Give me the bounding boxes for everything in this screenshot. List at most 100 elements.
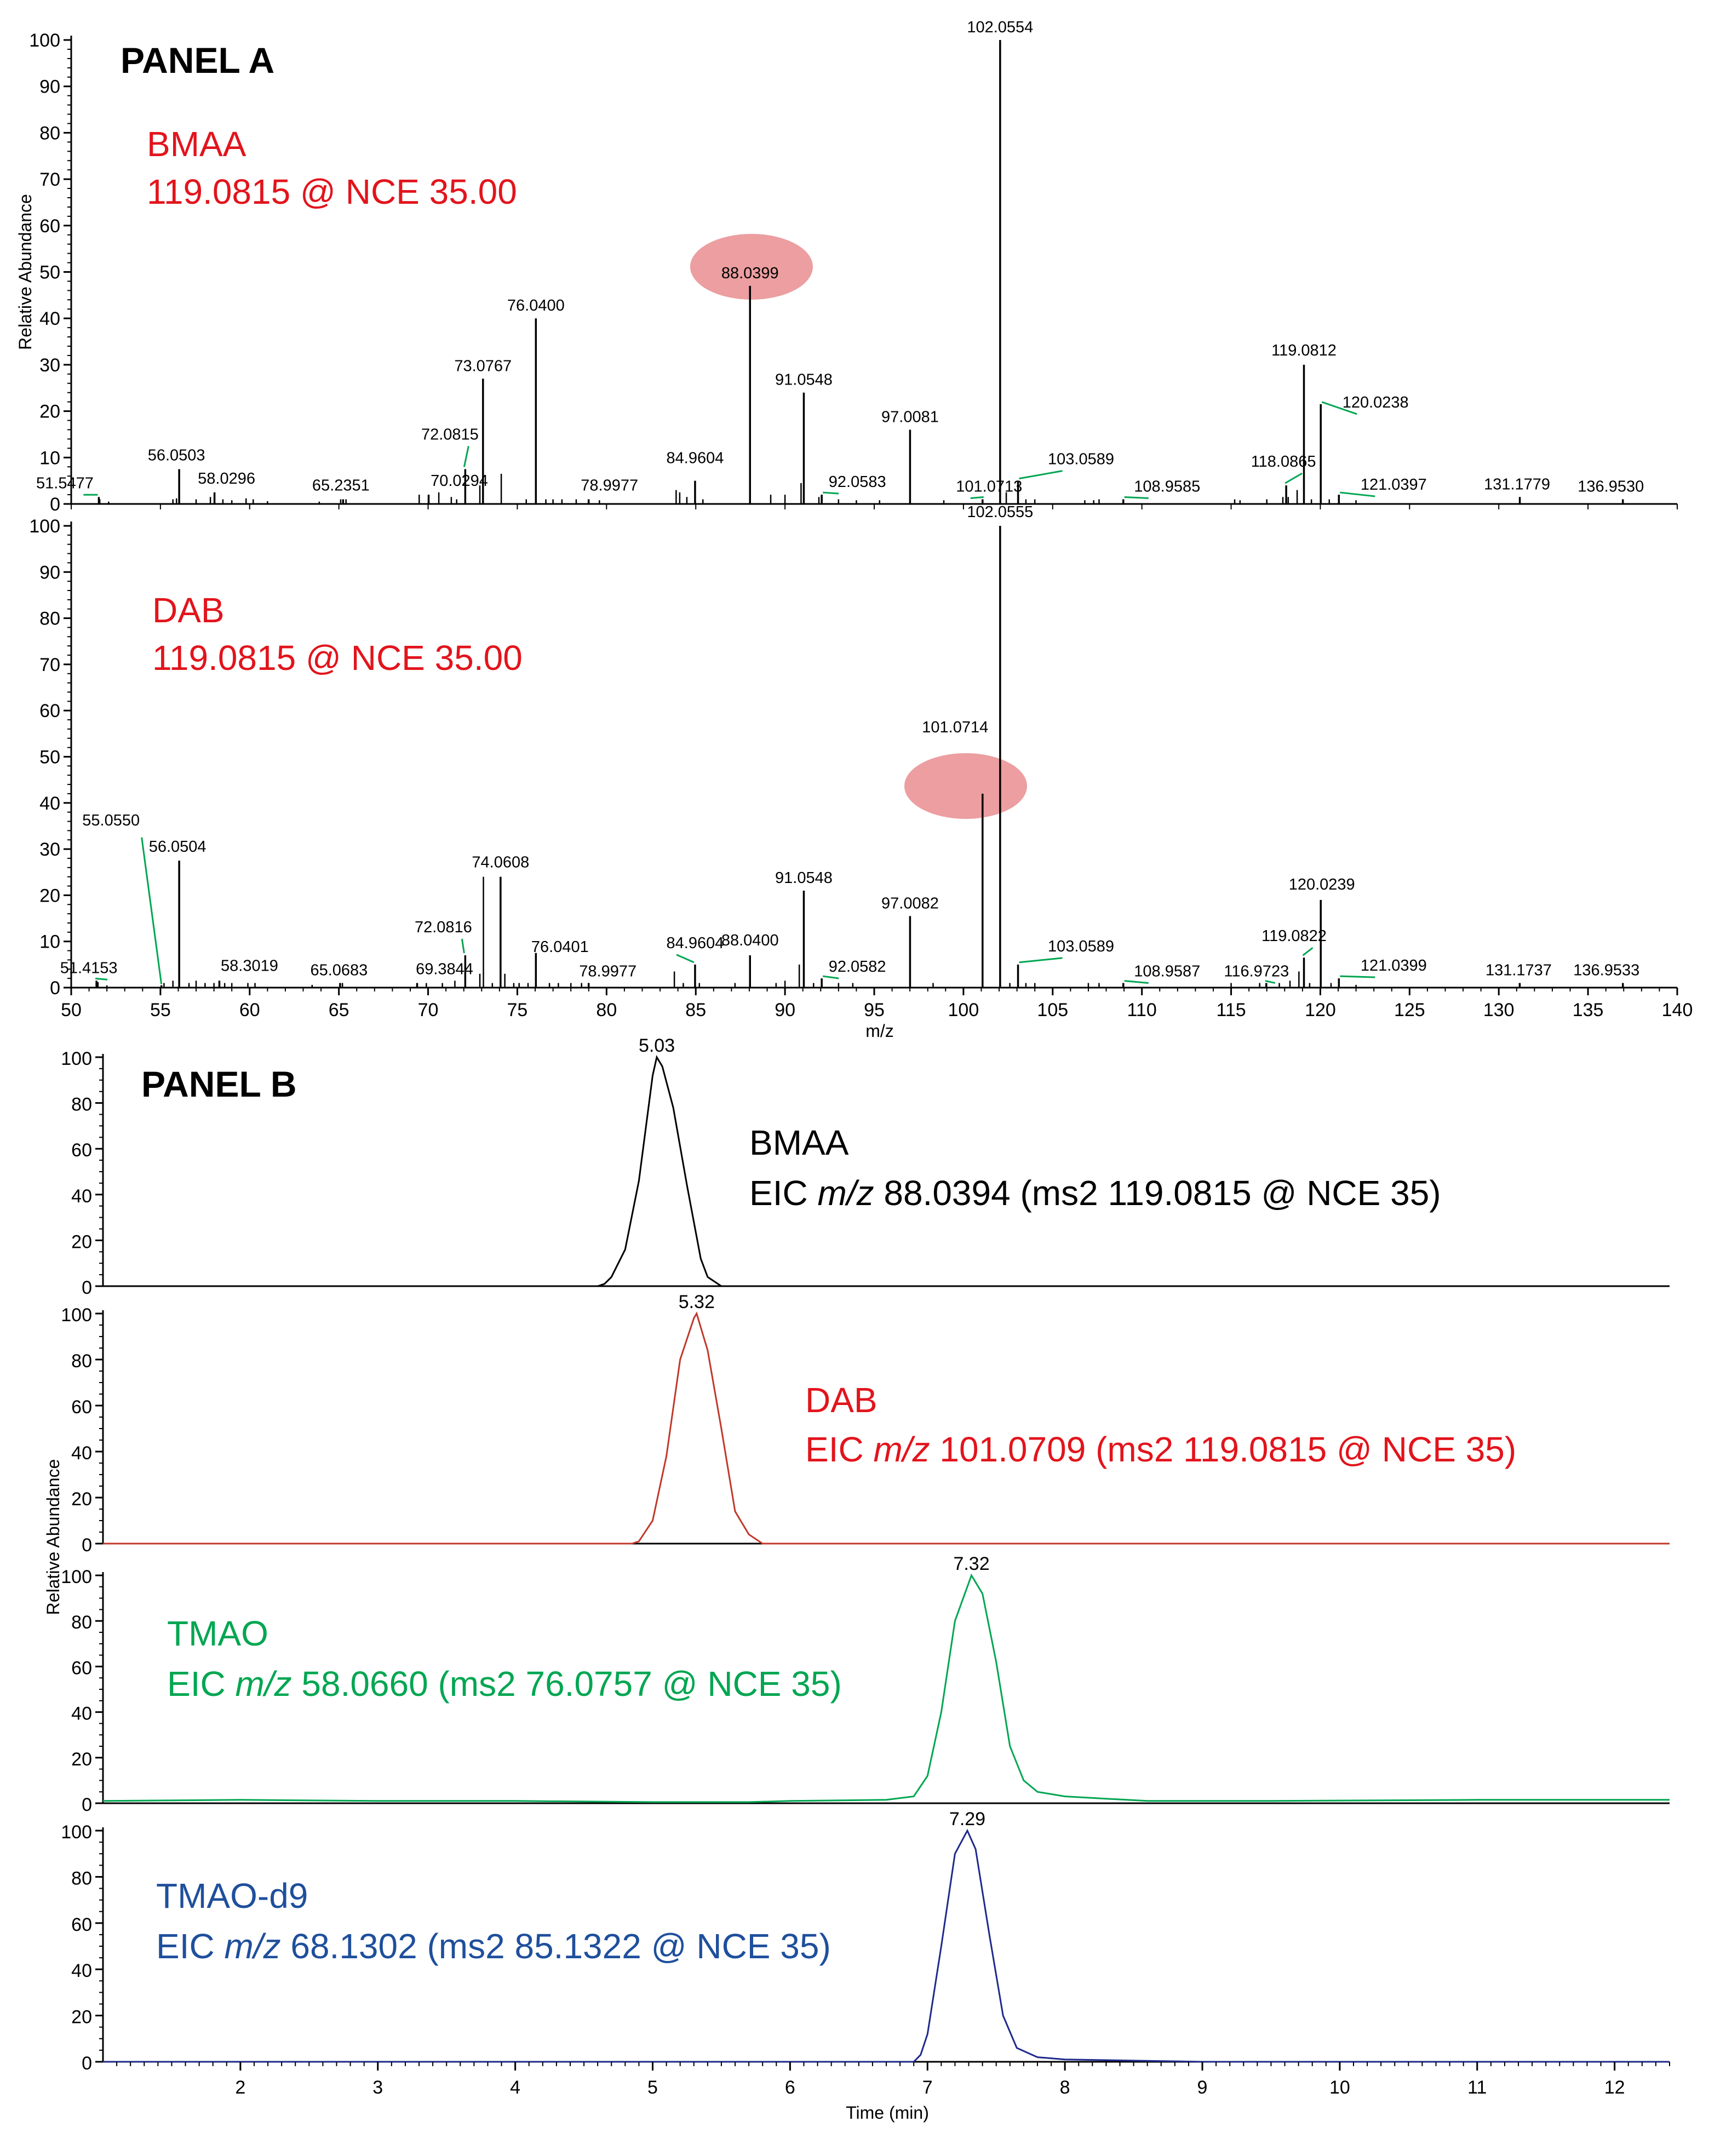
peak-label: 84.9604 xyxy=(667,934,724,952)
chromatogram-trace xyxy=(103,1055,1670,1287)
y-tick-label: 80 xyxy=(39,609,60,629)
label-leader xyxy=(1284,472,1303,484)
chromatogram-eic-label: EIC m/z 58.0660 (ms2 76.0757 @ NCE 35) xyxy=(167,1664,842,1704)
peak-label: 56.0504 xyxy=(149,838,207,856)
y-tick-label: 30 xyxy=(39,839,60,860)
label-leader xyxy=(1124,980,1149,984)
x-tick-label: 130 xyxy=(1483,1000,1515,1020)
x-tick-label: 55 xyxy=(150,1000,171,1020)
chromatogram-compound-label: TMAO-d9 xyxy=(156,1876,308,1916)
peak-rt-label: 5.03 xyxy=(639,1035,675,1056)
label-leader xyxy=(822,975,839,979)
label-leader xyxy=(1265,980,1276,984)
peak-label: 72.0815 xyxy=(421,426,479,443)
tmao-d9-chromatogram: 0 20 40 60 80 100 7.29 TMAO-d9 EIC m/z 68.1302 (… xyxy=(61,1809,1670,2123)
dab-spectrum-chart: 0 10 20 30 40 50 60 70 80 90 100 50 55 60 65 70 75 80 85 90… xyxy=(29,503,1693,1041)
y-tick-label: 50 xyxy=(39,747,60,768)
y-tick-label: 60 xyxy=(71,1914,92,1935)
x-axis-title: Time (min) xyxy=(846,2103,929,2123)
peak-label: 121.0399 xyxy=(1361,957,1427,974)
peak-label: 65.0683 xyxy=(310,962,368,979)
highlighted-peak-marker xyxy=(904,753,1027,819)
peak-label: 108.9585 xyxy=(1134,478,1200,496)
label-leader xyxy=(970,496,984,500)
spectrum-compound-label: DAB xyxy=(152,590,225,630)
eic-prefix: EIC xyxy=(156,1926,224,1966)
peak-label: 88.0400 xyxy=(721,932,779,949)
y-tick-label: 50 xyxy=(39,262,60,283)
peak-label: 101.0713 xyxy=(956,478,1022,496)
y-tick-label: 60 xyxy=(71,1658,92,1678)
label-leader xyxy=(1019,470,1063,480)
y-tick-label: 70 xyxy=(39,169,60,190)
y-tick-label: 20 xyxy=(39,885,60,906)
peak-label: 131.1737 xyxy=(1486,962,1552,979)
y-tick-label: 100 xyxy=(29,30,60,51)
eic-prefix: EIC xyxy=(805,1430,873,1469)
peak-label: 69.3844 xyxy=(416,961,473,978)
label-leader xyxy=(1340,491,1375,497)
x-tick-label: 95 xyxy=(864,1000,885,1020)
peak-rt-label: 7.29 xyxy=(949,1809,985,1830)
peak-label: 91.0548 xyxy=(775,869,833,887)
y-tick-label: 20 xyxy=(39,402,60,422)
x-tick-label: 140 xyxy=(1662,1000,1693,1020)
y-tick-label: 20 xyxy=(71,1489,92,1510)
x-tick-label: 11 xyxy=(1467,2077,1487,2098)
x-tick-label: 3 xyxy=(372,2077,383,2098)
peak-label: 103.0589 xyxy=(1048,938,1114,955)
y-tick-label: 80 xyxy=(39,123,60,144)
peak-label: 56.0503 xyxy=(148,446,205,464)
tmao-chromatogram: 0 20 40 60 80 100 7.32 TMAO EIC m/z 58.0660 (ms2… xyxy=(61,1553,1670,1815)
chromatogram-eic-label: EIC m/z 101.0709 (ms2 119.0815 @ NCE 35) xyxy=(805,1430,1516,1469)
eic-mz-italic: m/z xyxy=(224,1926,280,1966)
peak-label: 84.9604 xyxy=(667,450,724,467)
y-tick-label: 30 xyxy=(39,355,60,376)
peak-label: 97.0081 xyxy=(881,408,939,426)
y-tick-label: 60 xyxy=(71,1397,92,1418)
y-tick-label: 100 xyxy=(61,1048,92,1069)
x-tick-label: 50 xyxy=(61,1000,82,1020)
peak-label: 73.0767 xyxy=(454,357,512,375)
label-leader xyxy=(1124,496,1149,500)
label-leader xyxy=(1321,401,1357,415)
x-tick-label: 5 xyxy=(647,2077,658,2098)
y-tick-label: 80 xyxy=(71,1868,92,1889)
panel-b-title: PANEL B xyxy=(141,1064,297,1104)
peak-label: 55.0550 xyxy=(82,812,140,829)
y-tick-label: 80 xyxy=(71,1351,92,1372)
peak-rt-label: 5.32 xyxy=(679,1292,715,1312)
label-leader xyxy=(1340,975,1375,978)
chromatogram-compound-label: BMAA xyxy=(749,1123,849,1162)
y-tick-label: 100 xyxy=(61,1567,92,1587)
x-tick-label: 9 xyxy=(1197,2077,1208,2098)
spectrum-precursor-label: 119.0815 @ NCE 35.00 xyxy=(152,638,523,678)
y-tick-label: 40 xyxy=(39,793,60,814)
y-axis-title: Relative Abundance xyxy=(43,1459,63,1615)
x-tick-label: 4 xyxy=(510,2077,520,2098)
x-tick-label: 90 xyxy=(775,1000,795,1020)
x-tick-label: 105 xyxy=(1037,1000,1068,1020)
eic-prefix: EIC xyxy=(749,1173,817,1213)
eic-mz-italic: m/z xyxy=(817,1173,874,1213)
label-leader xyxy=(823,491,839,495)
label-leader xyxy=(1302,947,1314,956)
peak-label: 103.0589 xyxy=(1048,451,1114,468)
y-tick-label: 80 xyxy=(71,1612,92,1633)
peak-label: 101.0714 xyxy=(922,719,988,736)
y-tick-label: 40 xyxy=(71,1704,92,1724)
y-tick-label: 90 xyxy=(39,562,60,583)
x-tick-label: 65 xyxy=(329,1000,349,1020)
eic-suffix: 101.0709 (ms2 119.0815 @ NCE 35) xyxy=(930,1430,1517,1469)
peak-label: 119.0812 xyxy=(1271,342,1337,359)
eic-prefix: EIC xyxy=(167,1664,235,1704)
y-tick-label: 40 xyxy=(39,308,60,329)
peak-label: 108.9587 xyxy=(1134,963,1200,980)
peak-label: 102.0554 xyxy=(967,19,1033,36)
x-tick-label: 7 xyxy=(922,2077,933,2098)
label-leader xyxy=(461,938,465,954)
y-tick-label: 0 xyxy=(50,978,60,999)
y-tick-label: 0 xyxy=(50,494,60,515)
